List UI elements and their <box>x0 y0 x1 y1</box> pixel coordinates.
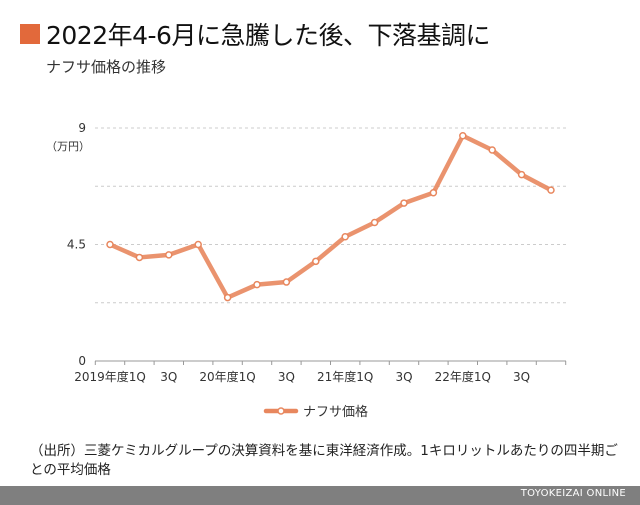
legend-label: ナフサ価格 <box>303 404 368 420</box>
data-point <box>547 186 555 194</box>
x-tick-label: 20年度1Q <box>199 369 255 384</box>
chart-subtitle: ナフサ価格の推移 <box>46 58 167 76</box>
data-point <box>517 170 526 179</box>
x-tick-label: 3Q <box>513 370 530 384</box>
y-tick-label: 9 <box>78 121 86 135</box>
data-point <box>165 251 173 259</box>
data-point <box>135 253 144 262</box>
footer-brand: TOYOKEIZAI ONLINE <box>520 488 626 499</box>
source-note: （出所）三菱ケミカルグループの決算資料を基に東洋経済作成。1キロリットルあたりの… <box>30 443 618 478</box>
data-point <box>341 232 349 241</box>
data-point <box>488 146 496 154</box>
y-tick-label: 0 <box>78 354 86 368</box>
footer-bar: TOYOKEIZAI ONLINE <box>0 486 640 505</box>
data-point <box>429 188 438 197</box>
data-point <box>312 257 320 266</box>
x-tick-label: 22年度1Q <box>435 369 491 384</box>
legend-marker <box>277 407 285 415</box>
data-point <box>253 280 261 289</box>
data-point <box>223 293 232 302</box>
y-tick-label: 4.5 <box>67 238 86 252</box>
data-point <box>370 218 379 227</box>
data-point <box>282 278 291 286</box>
chart-title: 2022年4-6月に急騰した後、下落基調に <box>20 16 490 52</box>
data-point <box>106 240 114 249</box>
y-axis-unit: （万円） <box>46 140 90 153</box>
x-tick-label: 21年度1Q <box>317 369 373 384</box>
data-point <box>459 132 467 140</box>
series-line <box>107 133 554 300</box>
data-point <box>400 199 408 207</box>
x-tick-label: 2019年度1Q <box>74 369 146 384</box>
data-point <box>194 240 202 249</box>
title-accent-square <box>20 24 40 44</box>
x-tick-label: 3Q <box>160 370 177 384</box>
title-text: 2022年4-6月に急騰した後、下落基調に <box>46 21 490 50</box>
line-chart: 0 4.5 9 （万円） 2019年度1Q 3Q 20年度1Q 3Q 21年度1Q 3Q 22年度1… <box>46 121 567 420</box>
x-tick-label: 3Q <box>278 370 295 384</box>
x-tick-label: 3Q <box>395 370 412 384</box>
